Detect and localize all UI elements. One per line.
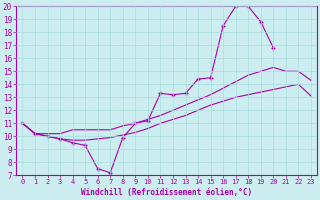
X-axis label: Windchill (Refroidissement éolien,°C): Windchill (Refroidissement éolien,°C) [81, 188, 252, 197]
